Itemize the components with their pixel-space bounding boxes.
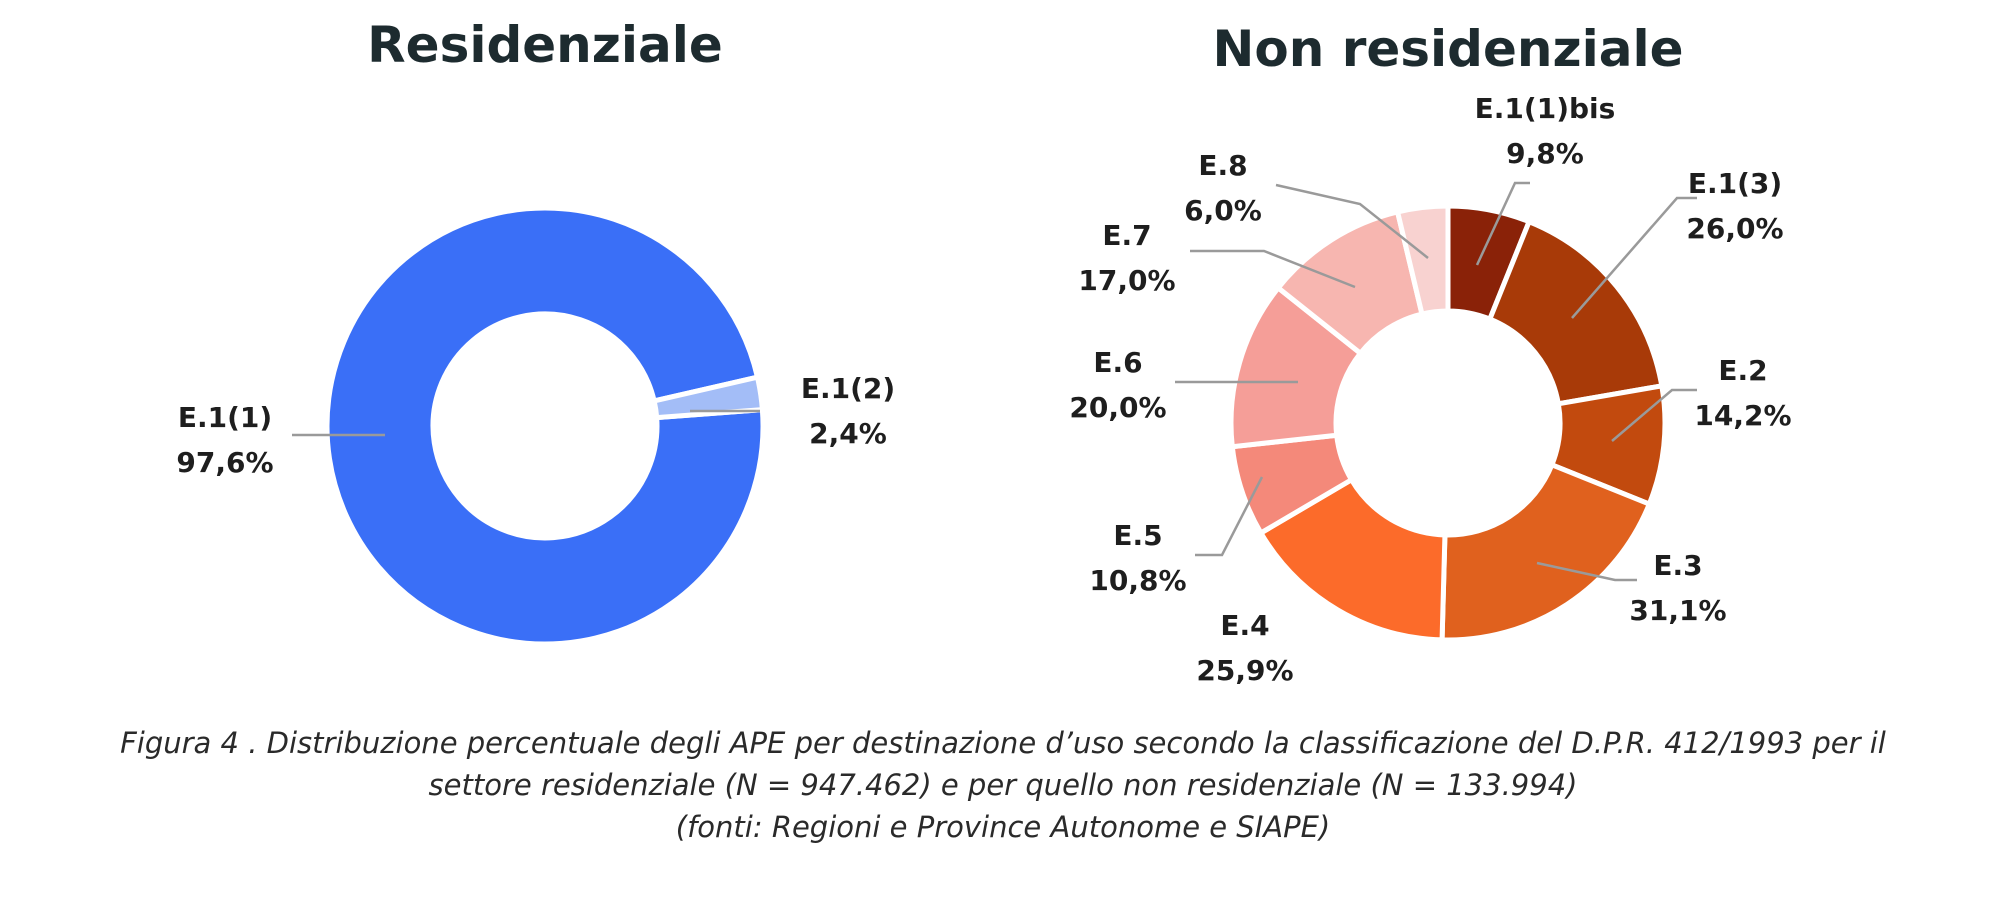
non-residential-value-e-1-1-bis: 9,8% <box>1506 137 1584 170</box>
residential-value-e-1-2: 2,4% <box>809 417 887 450</box>
leader-line <box>1190 249 1356 289</box>
non-residential-value-e-7: 17,0% <box>1078 264 1175 297</box>
non-residential-value-e-8: 6,0% <box>1184 194 1262 227</box>
non-residential-value-e-2: 14,2% <box>1694 399 1791 432</box>
non-residential-donut <box>1228 203 1668 643</box>
leader-line <box>1611 388 1697 442</box>
non-residential-label-e-8: E.8 <box>1198 149 1247 182</box>
non-residential-slice-e-3 <box>1439 461 1653 643</box>
non-residential-slice-e-8 <box>1394 203 1451 318</box>
leader-lines <box>292 181 1697 582</box>
caption-line-2: settore residenziale (N = 947.462) e per… <box>428 768 1578 802</box>
non-residential-value-e-4: 25,9% <box>1196 654 1293 687</box>
non-residential-label-e-1-1-bis: E.1(1)bis <box>1475 92 1616 125</box>
non-residential-label-e-5: E.5 <box>1113 519 1162 552</box>
residential-label-e-1-1: E.1(1) <box>178 401 272 434</box>
non-residential-label-e-2: E.2 <box>1718 354 1767 387</box>
leader-line <box>1195 476 1264 557</box>
residential-slice-e-1-1 <box>324 205 766 647</box>
slice-labels: E.1(1) 97,6% E.1(2) 2,4% E.1(1)bis 9,8% E.1(3)… <box>176 92 1791 687</box>
leader-line <box>1536 561 1637 582</box>
residential-slice-e-1-2 <box>651 374 766 421</box>
caption-line-1: Figura 4 . Distribuzione percentuale deg… <box>120 726 1886 760</box>
caption-line-3: (fonti: Regioni e Province Autonome e SI… <box>675 810 1331 844</box>
residential-donut <box>324 205 766 647</box>
non-residential-slice-e-4 <box>1257 476 1448 643</box>
non-residential-value-e-3: 31,1% <box>1629 594 1726 627</box>
residential-value-e-1-1: 97,6% <box>176 446 273 479</box>
leader-line <box>1475 181 1530 266</box>
non-residential-label-e-1-3: E.1(3) <box>1688 167 1782 200</box>
non-residential-label-e-6: E.6 <box>1093 346 1142 379</box>
non-residential-value-e-5: 10,8% <box>1089 564 1186 597</box>
residential-chart-title: Residenziale <box>367 16 723 74</box>
figure-caption: Figura 4 . Distribuzione percentuale deg… <box>0 722 2006 848</box>
non-residential-value-e-6: 20,0% <box>1069 391 1166 424</box>
leader-line <box>1275 183 1429 259</box>
non-residential-value-e-1-3: 26,0% <box>1686 212 1783 245</box>
non-residential-chart-title: Non residenziale <box>1213 20 1684 78</box>
residential-label-e-1-2: E.1(2) <box>801 372 895 405</box>
leader-line <box>1571 196 1697 319</box>
non-residential-label-e-4: E.4 <box>1220 609 1269 642</box>
non-residential-label-e-3: E.3 <box>1653 549 1702 582</box>
non-residential-label-e-7: E.7 <box>1102 219 1151 252</box>
